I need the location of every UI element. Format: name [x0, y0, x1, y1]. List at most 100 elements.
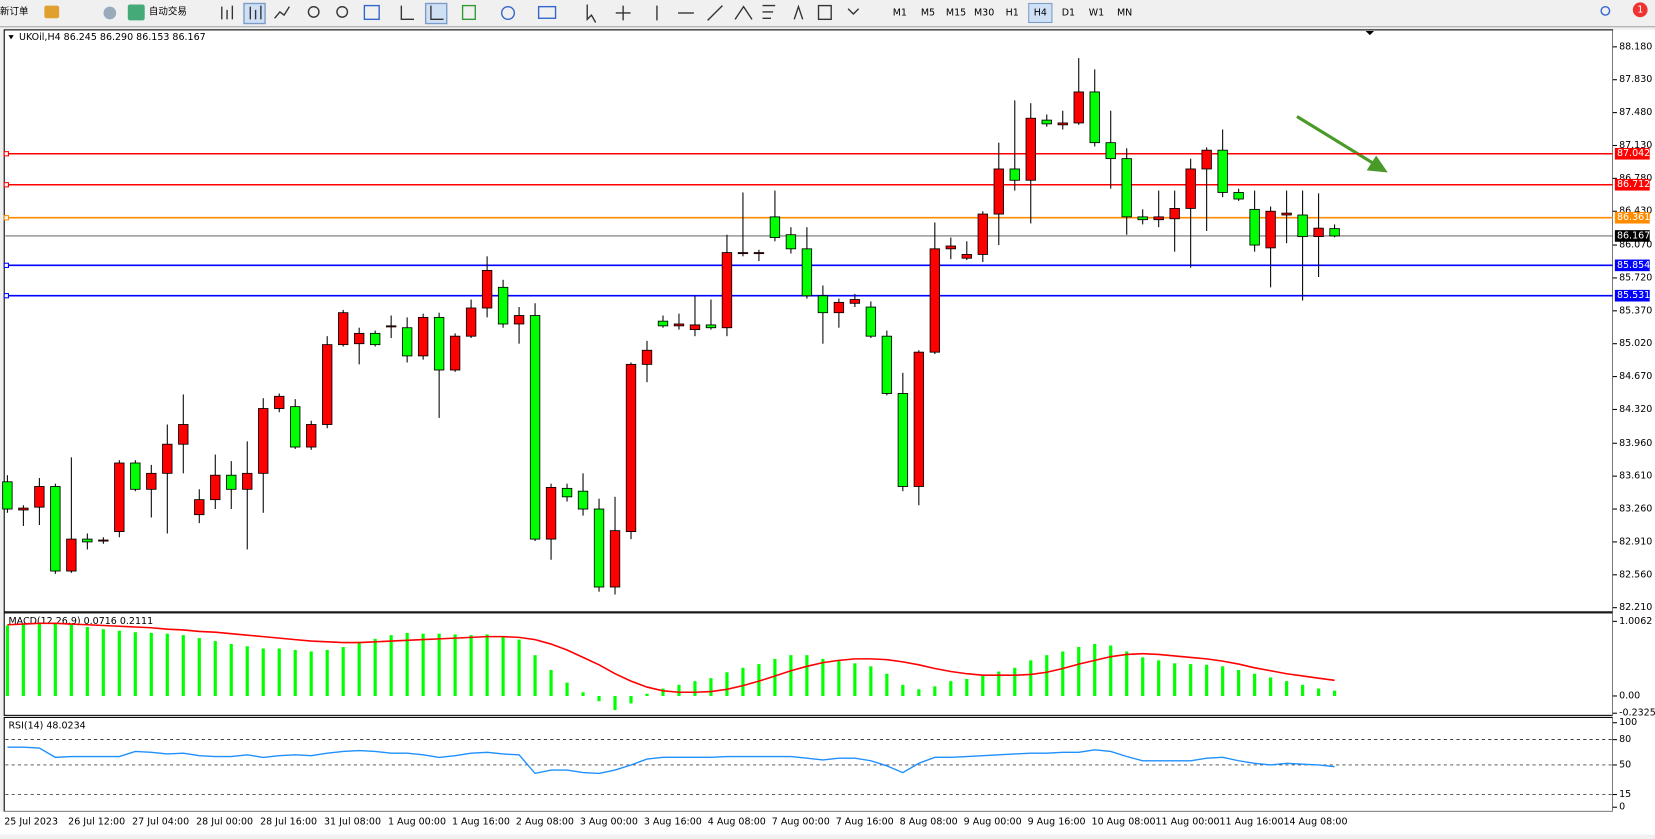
- timeframe-button[interactable]: D1: [1062, 7, 1075, 18]
- new-order-button[interactable]: 新订单: [0, 5, 29, 17]
- timeframe-button[interactable]: M5: [921, 7, 935, 18]
- channel[interactable]: [734, 5, 753, 20]
- pressed[interactable]: [243, 2, 266, 25]
- bar-chart-icon[interactable]: [221, 5, 234, 20]
- y-tick-label: 86.070: [1619, 240, 1652, 251]
- arrow-shaft: [1296, 115, 1378, 167]
- tile[interactable]: [363, 4, 380, 21]
- macd-bar: [421, 633, 425, 696]
- macd-bar: [1157, 660, 1161, 696]
- candle-body: [785, 234, 797, 250]
- icon[interactable]: [103, 6, 117, 20]
- indicators[interactable]: [461, 4, 476, 21]
- candle-body: [689, 324, 701, 331]
- timeframe-button[interactable]: MN: [1117, 7, 1132, 18]
- signal-line: [7, 622, 1335, 694]
- icon[interactable]: [44, 5, 60, 19]
- macd-bar: [261, 648, 265, 696]
- auto-trading-icon[interactable]: [127, 4, 145, 21]
- text-tool[interactable]: [793, 4, 804, 20]
- x-tick-label: 25 Jul 2023: [4, 817, 58, 828]
- candle-body: [801, 248, 813, 297]
- shift[interactable]: [400, 5, 415, 21]
- auto-trading-button[interactable]: 自动交易: [149, 5, 187, 17]
- candle-body: [98, 539, 109, 542]
- candle-body: [1201, 149, 1212, 170]
- candle-body: [82, 538, 93, 543]
- y-tick-label: 86.780: [1619, 173, 1652, 184]
- zoom-in[interactable]: [307, 5, 320, 18]
- x-tick-label: 28 Jul 16:00: [260, 817, 317, 828]
- timeframe-button[interactable]: M15: [946, 7, 966, 18]
- macd-bar: [965, 678, 969, 696]
- tool-icons: [221, 2, 1611, 25]
- macd-bar: [1317, 688, 1321, 696]
- timeframe-button[interactable]: H1: [1006, 7, 1019, 18]
- level-tag: [1614, 178, 1650, 191]
- macd-bar: [325, 649, 329, 696]
- candle-body: [913, 351, 925, 487]
- pressed-button[interactable]: [1028, 2, 1053, 24]
- candle-body: [577, 490, 589, 510]
- x-tick-label: 28 Jul 00:00: [196, 817, 253, 828]
- macd-bar: [373, 638, 377, 696]
- zoom-out[interactable]: [336, 5, 349, 18]
- candle-body: [897, 393, 909, 487]
- candle-body: [609, 530, 621, 588]
- label-tool[interactable]: [817, 4, 832, 21]
- templates[interactable]: [537, 5, 557, 19]
- notification-badge[interactable]: [1632, 2, 1648, 18]
- timeframe-button[interactable]: W1: [1089, 7, 1104, 18]
- y-tick-label: 82.560: [1619, 569, 1652, 580]
- timeframe-button[interactable]: M30: [974, 7, 994, 18]
- macd-bar: [709, 678, 713, 696]
- level-label: 85.854: [1617, 260, 1650, 271]
- macd-bar: [1141, 657, 1145, 696]
- notification-count[interactable]: 1: [1637, 4, 1643, 15]
- arrows-tool[interactable]: [847, 8, 860, 16]
- candle-body: [465, 307, 477, 337]
- macd-bar: [741, 667, 745, 696]
- candle-body: [290, 406, 301, 448]
- level-label: 85.531: [1617, 290, 1650, 301]
- macd-bar: [5, 625, 9, 696]
- macd-bar: [517, 639, 521, 696]
- toolbar: [0, 0, 1655, 27]
- x-tick-label: 11 Aug 00:00: [1156, 817, 1220, 828]
- annotation-arrow: [1296, 115, 1388, 173]
- crosshair[interactable]: [615, 5, 631, 21]
- time-axis: [0, 811, 1655, 835]
- candle-body: [146, 472, 157, 490]
- candle-body: [945, 245, 956, 250]
- macd-bar: [53, 624, 57, 696]
- level-label: 86.167: [1617, 230, 1650, 241]
- fibo[interactable]: [762, 4, 776, 19]
- candle-body: [1153, 216, 1164, 221]
- line-icon[interactable]: [274, 6, 290, 19]
- level-tag: [1614, 289, 1650, 302]
- trendline[interactable]: [707, 5, 723, 21]
- pressed[interactable]: [424, 2, 448, 25]
- candle-body: [338, 312, 349, 346]
- macd-bar: [389, 635, 393, 696]
- timeframe-button[interactable]: H4: [1034, 7, 1047, 18]
- y-tick-label: 85.370: [1619, 305, 1652, 316]
- y-tick-label: 86.430: [1619, 206, 1652, 217]
- candle-body: [1041, 119, 1052, 125]
- macd-bar: [1301, 684, 1305, 696]
- macd-bar: [213, 641, 217, 696]
- candle-body: [993, 168, 1004, 215]
- shift-marker: [1365, 30, 1375, 36]
- candle-body: [1185, 168, 1196, 209]
- candle-icon[interactable]: [249, 5, 262, 20]
- y-tick-label: 83.610: [1619, 471, 1652, 482]
- timeframe-button[interactable]: M1: [893, 7, 907, 18]
- cursor[interactable]: [586, 4, 597, 23]
- candle-body: [561, 487, 573, 498]
- y-tick-label: 84.670: [1619, 371, 1652, 382]
- periods[interactable]: [500, 5, 516, 21]
- search[interactable]: [1600, 5, 1611, 16]
- autoscroll[interactable]: [430, 5, 444, 21]
- macd-bar: [181, 635, 185, 696]
